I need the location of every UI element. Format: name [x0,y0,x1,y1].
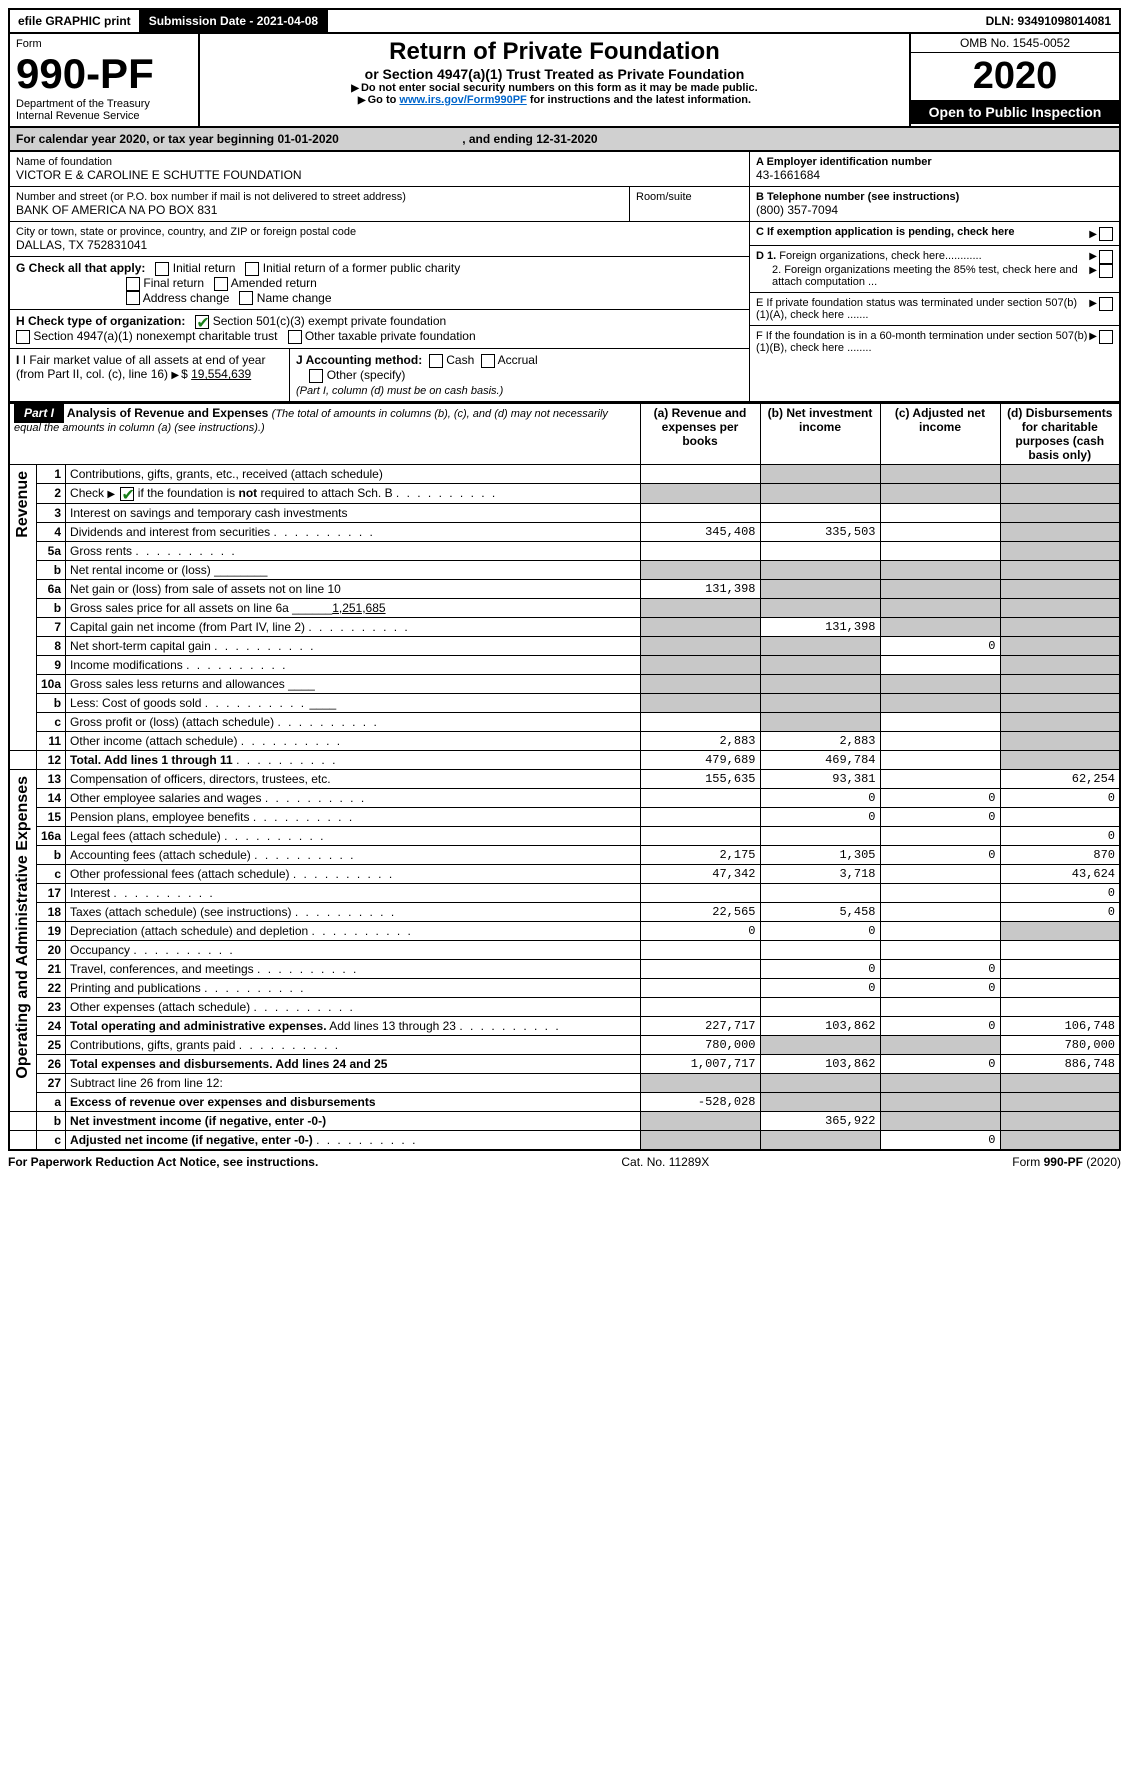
chk-initial-return[interactable] [155,262,169,276]
line-15: 15Pension plans, employee benefits 00 [9,807,1120,826]
section-h: H Check type of organization: Section 50… [10,310,749,349]
calendar-year-row: For calendar year 2020, or tax year begi… [8,128,1121,152]
chk-other-method[interactable] [309,369,323,383]
line-10b: bLess: Cost of goods sold ____ [9,693,1120,712]
line-22: 22Printing and publications 00 [9,978,1120,997]
chk-e[interactable] [1099,297,1113,311]
line-16a: 16aLegal fees (attach schedule) 0 [9,826,1120,845]
line-9: 9Income modifications [9,655,1120,674]
chk-exemption-pending[interactable] [1099,227,1113,241]
line-6b: bGross sales price for all assets on lin… [9,598,1120,617]
entity-block: Name of foundation VICTOR E & CAROLINE E… [8,152,1121,403]
section-e: E If private foundation status was termi… [750,293,1119,326]
line-25: 25Contributions, gifts, grants paid 780,… [9,1035,1120,1054]
section-g: G Check all that apply: Initial return I… [10,257,749,310]
col-a-header: (a) Revenue and expenses per books [640,403,760,464]
line-3: 3Interest on savings and temporary cash … [9,503,1120,522]
line-21: 21Travel, conferences, and meetings 00 [9,959,1120,978]
line-8: 8Net short-term capital gain 0 [9,636,1120,655]
chk-name-change[interactable] [239,291,253,305]
form-header: Form 990-PF Department of the Treasury I… [8,34,1121,128]
section-c: C If exemption application is pending, c… [750,222,1119,246]
chk-address-change[interactable] [126,291,140,305]
section-d: D 1. Foreign organizations, check here..… [750,246,1119,293]
line-6a: 6aNet gain or (loss) from sale of assets… [9,579,1120,598]
line-7: 7Capital gain net income (from Part IV, … [9,617,1120,636]
line-20: 20Occupancy [9,940,1120,959]
chk-f[interactable] [1099,330,1113,344]
section-i-j: I I Fair market value of all assets at e… [10,349,749,401]
line-23: 23Other expenses (attach schedule) [9,997,1120,1016]
line-16c: cOther professional fees (attach schedul… [9,864,1120,883]
line-2: 2 Check if the foundation is not require… [9,483,1120,503]
part1-label: Part I [14,403,64,423]
page-footer: For Paperwork Reduction Act Notice, see … [8,1151,1121,1169]
line-1: Revenue 1Contributions, gifts, grants, e… [9,464,1120,483]
line-14: 14Other employee salaries and wages 000 [9,788,1120,807]
form-ref: Form 990-PF (2020) [1012,1155,1121,1169]
chk-final-return[interactable] [126,277,140,291]
revenue-label: Revenue [14,467,32,542]
line-5a: 5aGross rents [9,541,1120,560]
chk-amended-return[interactable] [214,277,228,291]
line-27c: cAdjusted net income (if negative, enter… [9,1130,1120,1150]
chk-d2[interactable] [1099,264,1113,278]
chk-initial-public[interactable] [245,262,259,276]
line-16b: bAccounting fees (attach schedule) 2,175… [9,845,1120,864]
foundation-name-block: Name of foundation VICTOR E & CAROLINE E… [10,152,749,187]
dln: DLN: 93491098014081 [978,10,1119,32]
line-27b: bNet investment income (if negative, ent… [9,1111,1120,1130]
open-to-public: Open to Public Inspection [911,100,1119,124]
address-block: Number and street (or P.O. box number if… [10,187,629,221]
part1-table: Part I Analysis of Revenue and Expenses … [8,403,1121,1151]
line-24: 24Total operating and administrative exp… [9,1016,1120,1035]
chk-501c3[interactable] [195,315,209,329]
room-suite: Room/suite [629,187,749,221]
chk-cash[interactable] [429,354,443,368]
phone-block: B Telephone number (see instructions) (8… [750,187,1119,222]
submission-date: Submission Date - 2021-04-08 [141,10,328,32]
chk-other-taxable[interactable] [288,330,302,344]
col-b-header: (b) Net investment income [760,403,880,464]
line-17: 17Interest 0 [9,883,1120,902]
fmv-value: 19,554,639 [191,367,251,381]
form990pf-link[interactable]: www.irs.gov/Form990PF [399,94,526,106]
goto-note: Go to www.irs.gov/Form990PF for instruct… [206,94,903,106]
catalog-number: Cat. No. 11289X [621,1155,709,1169]
line-5b: bNet rental income or (loss) ________ [9,560,1120,579]
col-d-header: (d) Disbursements for charitable purpose… [1000,403,1120,464]
line-27: 27Subtract line 26 from line 12: [9,1073,1120,1092]
line-19: 19Depreciation (attach schedule) and dep… [9,921,1120,940]
line-4: 4Dividends and interest from securities … [9,522,1120,541]
col-c-header: (c) Adjusted net income [880,403,1000,464]
line-13: Operating and Administrative Expenses 13… [9,769,1120,788]
form-label: Form [16,38,192,50]
chk-4947[interactable] [16,330,30,344]
section-f: F If the foundation is in a 60-month ter… [750,326,1119,358]
irs-label: Internal Revenue Service [16,110,192,122]
chk-d1[interactable] [1099,250,1113,264]
chk-schB[interactable] [120,487,134,501]
pra-notice: For Paperwork Reduction Act Notice, see … [8,1155,318,1169]
city-block: City or town, state or province, country… [10,222,749,257]
efile-label: efile GRAPHIC print [10,10,141,32]
line-11: 11Other income (attach schedule) 2,8832,… [9,731,1120,750]
line-18: 18Taxes (attach schedule) (see instructi… [9,902,1120,921]
line-26: 26Total expenses and disbursements. Add … [9,1054,1120,1073]
line-10c: cGross profit or (loss) (attach schedule… [9,712,1120,731]
dept-label: Department of the Treasury [16,98,192,110]
chk-accrual[interactable] [481,354,495,368]
line-27a: aExcess of revenue over expenses and dis… [9,1092,1120,1111]
form-title: Return of Private Foundation [206,38,903,66]
tax-year: 2020 [911,53,1119,100]
omb-number: OMB No. 1545-0052 [911,34,1119,53]
expenses-label: Operating and Administrative Expenses [14,772,32,1083]
ssn-note: Do not enter social security numbers on … [206,82,903,94]
line-10a: 10aGross sales less returns and allowanc… [9,674,1120,693]
line-12: 12Total. Add lines 1 through 11 479,6894… [9,750,1120,769]
form-subtitle: or Section 4947(a)(1) Trust Treated as P… [206,66,903,82]
form-number: 990-PF [16,50,192,98]
ein-block: A Employer identification number 43-1661… [750,152,1119,187]
efile-top-bar: efile GRAPHIC print Submission Date - 20… [8,8,1121,34]
